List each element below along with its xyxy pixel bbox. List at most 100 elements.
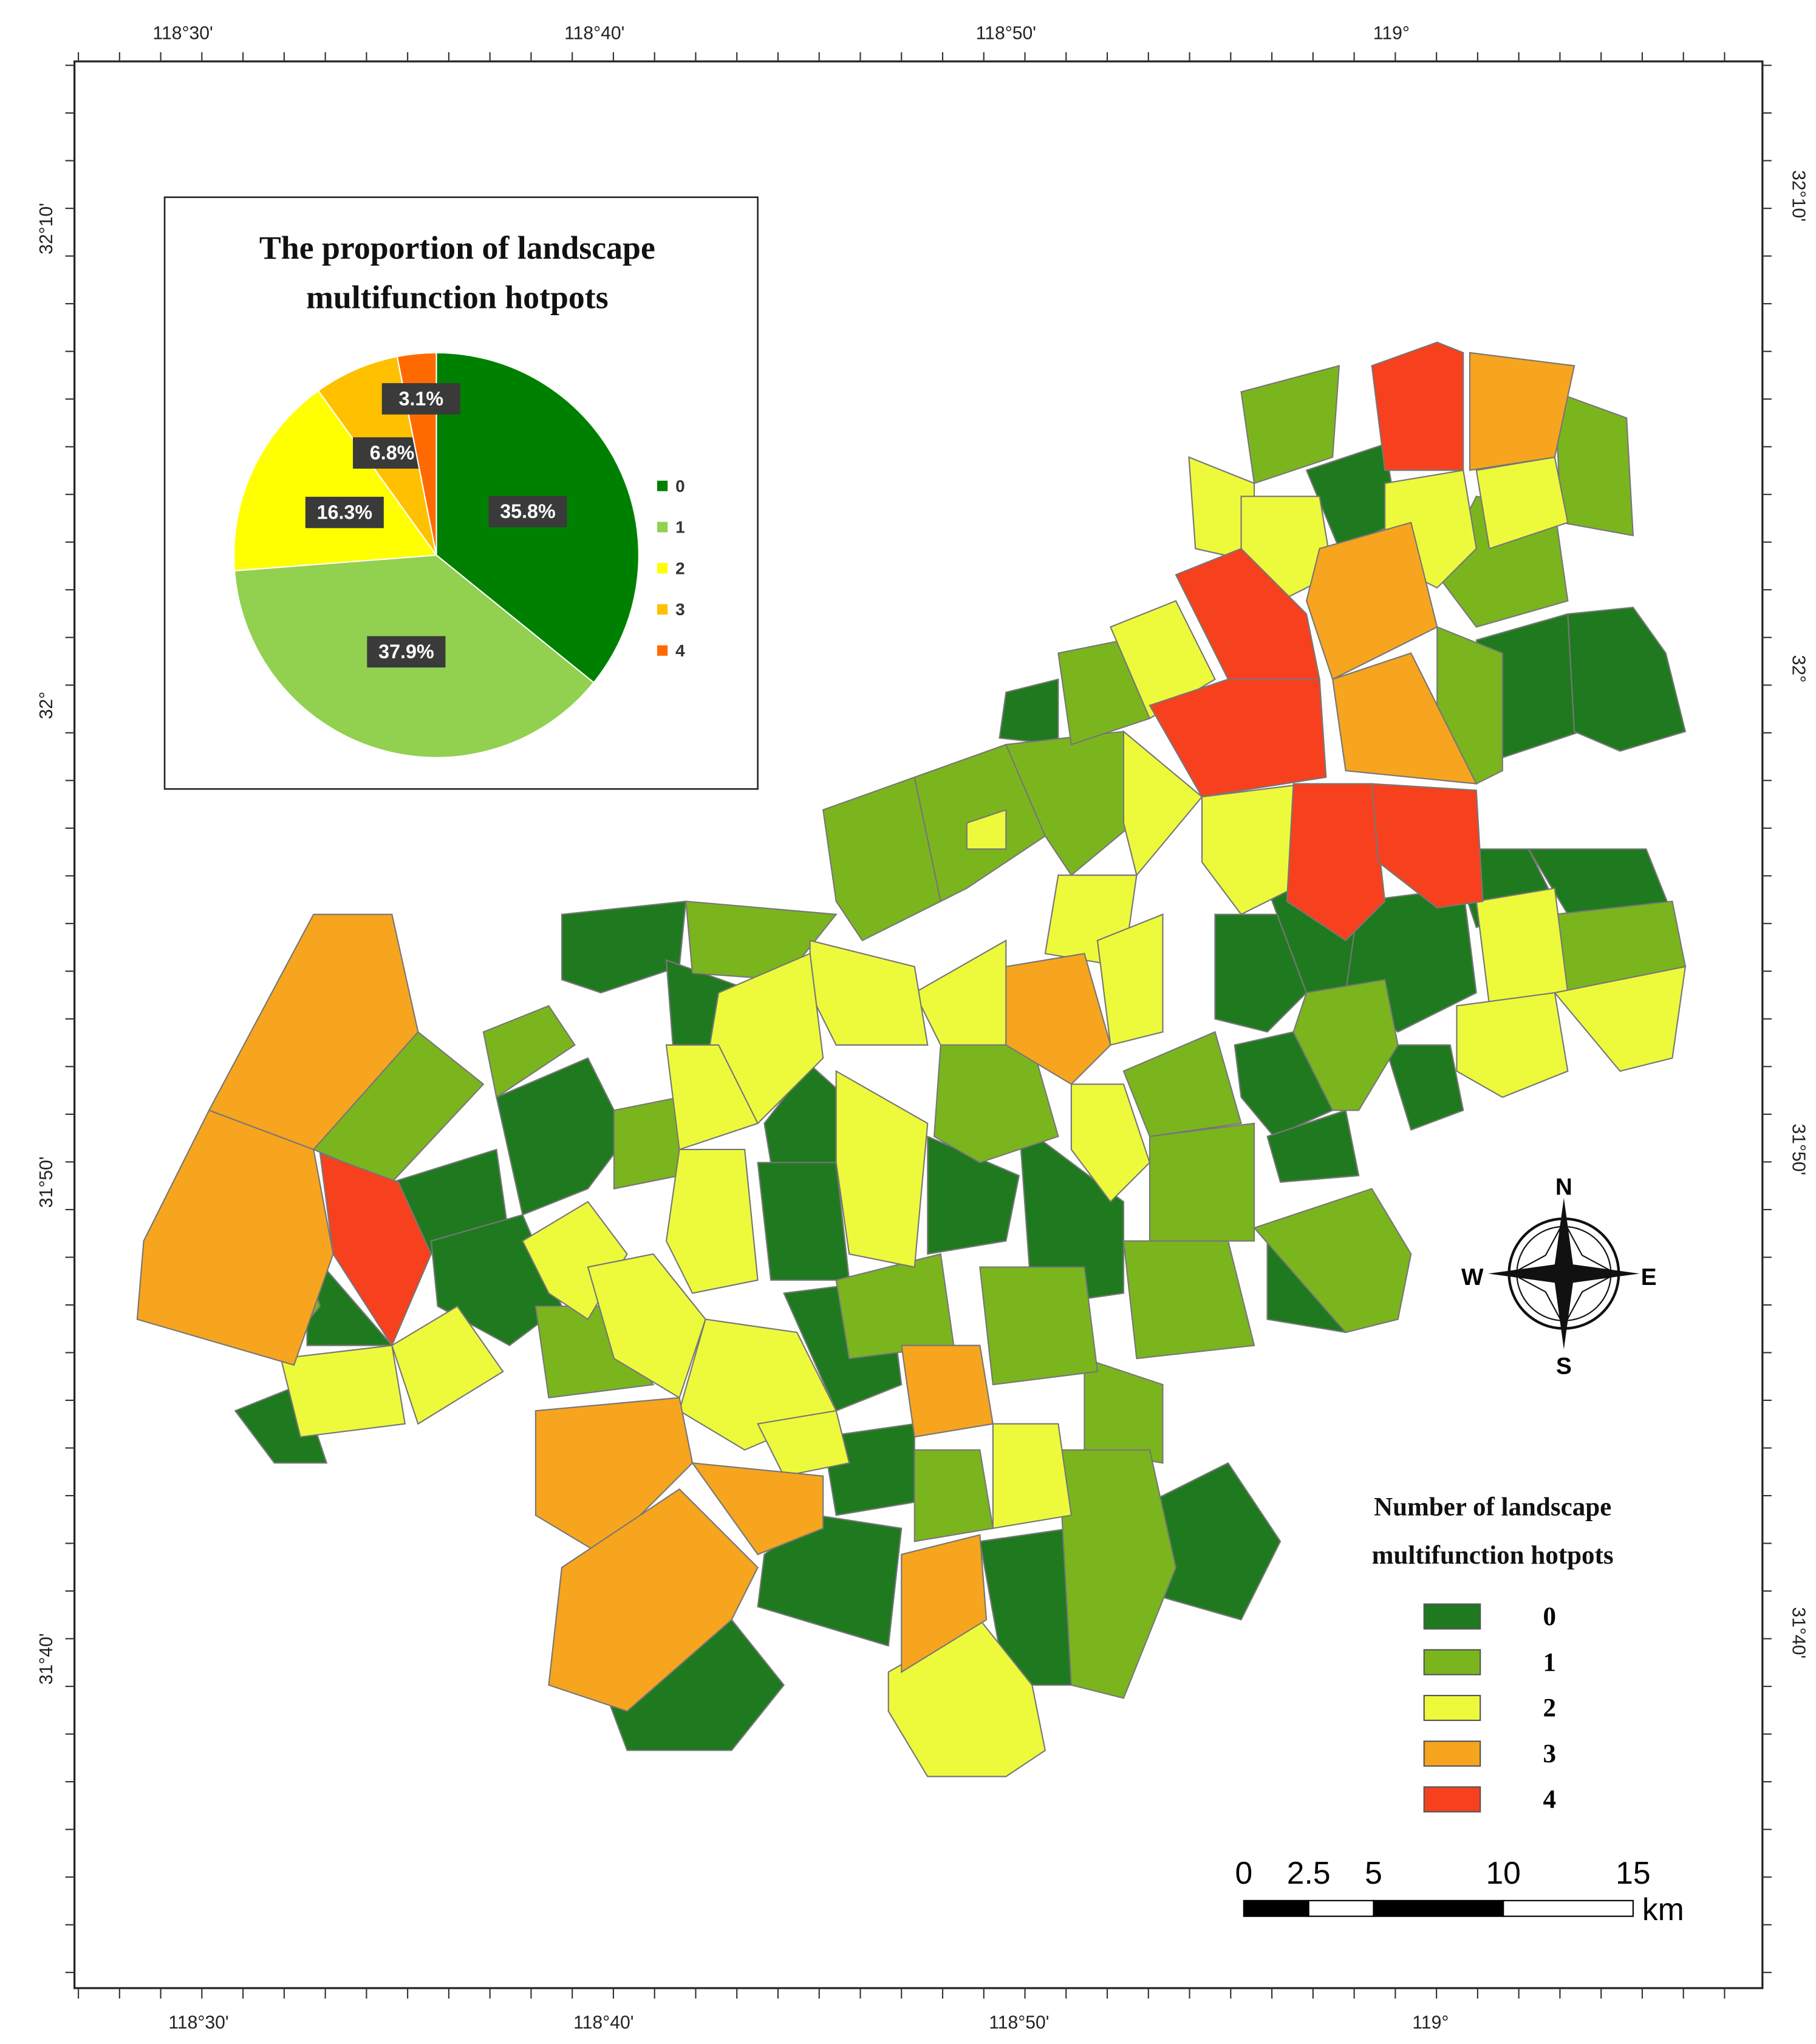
top-coord-label: 118°50'	[976, 24, 1036, 44]
pie-legend-swatch	[657, 563, 668, 574]
pie-legend-swatch	[657, 522, 668, 533]
compass-star	[1510, 1220, 1618, 1327]
map-region	[757, 1409, 850, 1477]
compass-letter: E	[1641, 1264, 1657, 1290]
map-region	[691, 1462, 824, 1556]
left-coord-label: 31°40'	[36, 1633, 56, 1685]
scale-segment	[1373, 1899, 1504, 1917]
map-region	[613, 1096, 680, 1190]
compass-center	[1552, 1261, 1576, 1286]
map-region	[1084, 1357, 1164, 1464]
map-region	[1070, 1083, 1151, 1203]
scale-label: 10	[1486, 1855, 1520, 1890]
map-region	[280, 1344, 406, 1438]
map-region	[1456, 992, 1569, 1099]
map-region	[1292, 979, 1399, 1111]
right-coord-label: 31°40'	[1788, 1607, 1808, 1658]
data-label: 16.3%	[317, 502, 372, 523]
pie-slice	[233, 389, 438, 572]
right-coord-label: 31°50'	[1788, 1124, 1808, 1176]
legend-swatch	[1423, 1695, 1481, 1722]
legend-label: 0	[1543, 1603, 1556, 1631]
map-region	[482, 1005, 576, 1099]
right-coord-label: 32°10'	[1788, 170, 1808, 222]
scale-segment	[1308, 1899, 1374, 1917]
compass	[1488, 1197, 1640, 1350]
pie-legend-swatch	[657, 645, 668, 656]
pie-legend-label: 3	[675, 600, 685, 619]
map-region	[1469, 352, 1575, 471]
map-region	[1384, 1044, 1464, 1131]
regions	[136, 341, 1687, 1777]
legend-swatch	[1423, 1786, 1481, 1813]
map-region	[913, 1449, 994, 1542]
pie-legend-label: 0	[675, 477, 685, 496]
map-region	[1122, 1240, 1255, 1360]
map-region	[1305, 522, 1438, 681]
scale-unit: km	[1642, 1892, 1684, 1927]
map-region	[966, 809, 1007, 850]
map-region	[998, 678, 1059, 746]
data-label: 37.9%	[378, 641, 434, 663]
map-region	[1122, 1031, 1242, 1137]
pie-legend-swatch	[657, 480, 668, 491]
bottom-coord-label: 119°	[1412, 2013, 1449, 2033]
top-coord-label: 118°40'	[564, 24, 624, 44]
map-region	[835, 1070, 929, 1268]
map-region	[901, 1534, 988, 1674]
legend-label: 1	[1543, 1648, 1556, 1677]
map-region	[1286, 783, 1386, 942]
map-region	[1110, 600, 1216, 720]
legend-label: 3	[1543, 1740, 1556, 1768]
legend-label: 4	[1543, 1785, 1556, 1814]
pie-legend-swatch	[657, 604, 668, 615]
map-region	[979, 1266, 1099, 1386]
bottom-coord-label: 118°30'	[168, 2013, 228, 2033]
data-label-box	[488, 496, 567, 528]
map-region	[534, 1397, 694, 1556]
legend-title: Number of landscape multifunction hotpot…	[1371, 1493, 1614, 1570]
map-region	[1214, 913, 1308, 1033]
map-region	[587, 1253, 706, 1399]
map-region	[1018, 1122, 1125, 1307]
left-coord-label: 32°10'	[36, 203, 56, 254]
map-region	[665, 1044, 759, 1151]
right-coord-label: 32°	[1788, 655, 1808, 683]
map-region	[1201, 783, 1308, 916]
map-region	[1567, 607, 1687, 752]
map-region	[1266, 1109, 1360, 1183]
left-coord-label: 31°50'	[36, 1156, 56, 1208]
top-coord-label: 118°30'	[153, 24, 213, 44]
legend-swatch	[1423, 1603, 1481, 1630]
map-region	[1175, 548, 1320, 680]
map-region	[496, 1057, 628, 1216]
scale-label: 0	[1235, 1855, 1252, 1890]
scale-label: 15	[1616, 1855, 1650, 1890]
map-region	[548, 1488, 759, 1712]
map-region	[1096, 913, 1164, 1046]
legend-swatch	[1423, 1649, 1481, 1675]
bottom-coord-label: 118°40'	[573, 2013, 633, 2033]
left-coord-label: 32°	[36, 692, 56, 720]
pie-legend-label: 1	[675, 518, 685, 537]
data-label: 3.1%	[399, 387, 444, 409]
map-region	[1371, 783, 1484, 909]
map-region	[665, 1148, 759, 1294]
bottom-coord-label: 118°50'	[989, 2013, 1049, 2033]
map-region	[1240, 364, 1340, 485]
map-region	[835, 1253, 955, 1360]
data-label: 35.8%	[500, 500, 555, 522]
map-region	[1331, 652, 1478, 785]
map-region	[319, 1152, 432, 1347]
pie-legend-label: 2	[675, 559, 685, 577]
scale-label: 2.5	[1287, 1855, 1331, 1890]
data-label-box	[367, 636, 446, 668]
map-region	[913, 939, 1007, 1046]
map-region	[757, 1162, 850, 1281]
map-region	[1234, 1031, 1334, 1137]
map-region	[822, 776, 942, 942]
scale-label: 5	[1365, 1855, 1382, 1890]
map-region	[391, 1305, 504, 1425]
map-region	[1005, 953, 1111, 1085]
